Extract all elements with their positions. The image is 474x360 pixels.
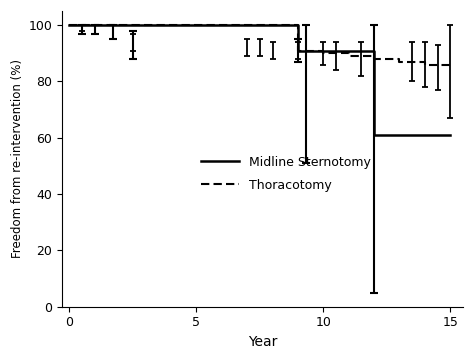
Legend: Midline Sternotomy, Thoracotomy: Midline Sternotomy, Thoracotomy — [196, 150, 376, 197]
Y-axis label: Freedom from re-intervention (%): Freedom from re-intervention (%) — [11, 59, 24, 258]
X-axis label: Year: Year — [248, 335, 277, 349]
